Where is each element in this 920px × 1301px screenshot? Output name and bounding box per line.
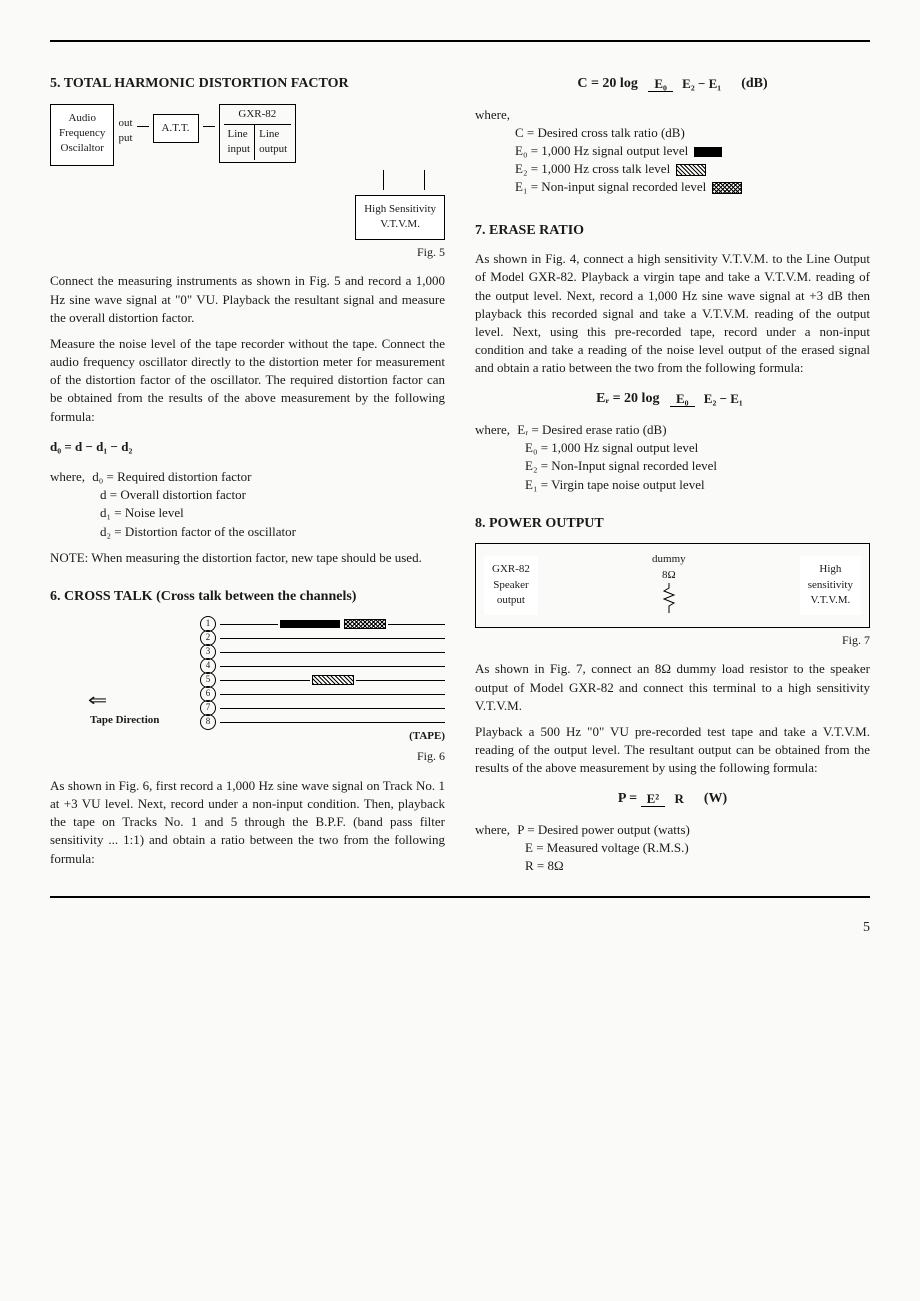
fig5-gxr-label: GXR-82 bbox=[224, 107, 292, 125]
s8-where-2: R = 8Ω bbox=[525, 857, 870, 875]
s7-where-3: E₁ = Virgin tape noise output level bbox=[525, 476, 870, 494]
fig5-out-label: output bbox=[118, 104, 132, 147]
page-columns: 5. TOTAL HARMONIC DISTORTION FACTOR Audi… bbox=[50, 40, 870, 876]
p-formula-unit: (W) bbox=[704, 791, 727, 806]
s7-para1: As shown in Fig. 4, connect a high sensi… bbox=[475, 250, 870, 377]
s7-where-1: E₀ = 1,000 Hz signal output level bbox=[525, 439, 870, 457]
where-label: where, bbox=[475, 422, 510, 437]
fig5-vtvm-block: High SensitivityV.T.V.M. bbox=[355, 195, 445, 240]
page-number: 5 bbox=[50, 918, 870, 938]
figure-5: AudioFrequencyOscilaltor output A.T.T. G… bbox=[50, 104, 445, 261]
s8-where-1: E = Measured voltage (R.M.S.) bbox=[525, 839, 870, 857]
c-formula-num: E₀ bbox=[648, 76, 673, 92]
s5-formula: d₀ = d − d₁ − d₂ bbox=[50, 438, 445, 456]
s5-where: where, d₀ = Required distortion factor d… bbox=[50, 468, 445, 541]
c-where-3: E₁ = Non-input signal recorded level bbox=[515, 178, 870, 196]
s7-where-2: E₂ = Non-Input signal recorded level bbox=[525, 457, 870, 475]
c-formula-unit: (dB) bbox=[741, 76, 767, 91]
s5-where-2: d₁ = Noise level bbox=[100, 504, 445, 522]
c-where-1: E₀ = 1,000 Hz signal output level bbox=[515, 142, 870, 160]
legend-cross-icon bbox=[712, 182, 742, 194]
where-label: where, bbox=[50, 469, 85, 484]
fig5-gxr-block: GXR-82 Lineinput Lineoutput bbox=[219, 104, 297, 163]
p-formula-num: E² bbox=[641, 791, 666, 807]
p-formula: P = E² R (W) bbox=[475, 789, 870, 809]
p-formula-lhs: P = bbox=[618, 791, 637, 806]
where-label: where, bbox=[475, 822, 510, 837]
s8-where: where, P = Desired power output (watts) … bbox=[475, 821, 870, 876]
section-7-title: 7. ERASE RATIO bbox=[475, 221, 870, 241]
s7-where: where, Eᵣ = Desired erase ratio (dB) E₀ … bbox=[475, 421, 870, 494]
s8-where-0: P = Desired power output (watts) bbox=[517, 822, 690, 837]
legend-solid-icon bbox=[694, 147, 722, 157]
er-formula-den: E₂ − E₁ bbox=[698, 391, 749, 406]
fig5-line-output: Lineoutput bbox=[254, 125, 291, 160]
c-where-2: E₂ = 1,000 Hz cross talk level bbox=[515, 160, 870, 178]
figure-6: 1 2 3 4 ⇐ Tape Direction 5 6 7 8 (TAPE) bbox=[50, 617, 445, 765]
fig5-oscillator-block: AudioFrequencyOscilaltor bbox=[50, 104, 114, 166]
bottom-rule bbox=[50, 896, 870, 898]
tape-label: (TAPE) bbox=[200, 729, 445, 744]
figure-7: GXR-82Speakeroutput dummy 8Ω Highsensiti… bbox=[475, 543, 870, 648]
s5-para1: Connect the measuring instruments as sho… bbox=[50, 272, 445, 327]
fig7-caption: Fig. 7 bbox=[475, 632, 870, 649]
section-6-title: 6. CROSS TALK (Cross talk between the ch… bbox=[50, 587, 445, 607]
c-formula-lhs: C = 20 log bbox=[577, 76, 637, 91]
s5-where-1: d = Overall distortion factor bbox=[100, 486, 445, 504]
right-column: C = 20 log E₀ E₂ − E₁ (dB) where, C = De… bbox=[475, 62, 870, 876]
er-formula-num: E₀ bbox=[670, 391, 695, 407]
section-5-title: 5. TOTAL HARMONIC DISTORTION FACTOR bbox=[50, 74, 445, 94]
fig5-att-block: A.T.T. bbox=[153, 114, 199, 143]
s5-where-0: d₀ = Required distortion factor bbox=[92, 469, 251, 484]
c-where-label: where, bbox=[475, 106, 870, 124]
fig5-line-input: Lineinput bbox=[224, 125, 255, 160]
tape-arrow-icon: ⇐ bbox=[88, 688, 108, 713]
fig7-dummy-label: dummy bbox=[548, 552, 790, 567]
c-formula: C = 20 log E₀ E₂ − E₁ (dB) bbox=[475, 74, 870, 94]
s5-where-3: d₂ = Distortion factor of the oscillator bbox=[100, 523, 445, 541]
er-formula-lhs: Eᵣ = 20 log bbox=[596, 391, 659, 406]
c-formula-den: E₂ − E₁ bbox=[676, 76, 727, 91]
c-where-0: C = Desired cross talk ratio (dB) bbox=[515, 124, 870, 142]
legend-hatch-icon bbox=[676, 164, 706, 176]
p-formula-den: R bbox=[668, 791, 689, 806]
resistor-icon bbox=[654, 583, 684, 613]
s8-para2: Playback a 500 Hz "0" VU pre-recorded te… bbox=[475, 723, 870, 778]
er-formula: Eᵣ = 20 log E₀ E₂ − E₁ bbox=[475, 389, 870, 409]
s8-para1: As shown in Fig. 7, connect an 8Ω dummy … bbox=[475, 660, 870, 715]
fig7-speaker-block: GXR-82Speakeroutput bbox=[484, 556, 538, 614]
s6-para1: As shown in Fig. 6, first record a 1,000… bbox=[50, 777, 445, 868]
fig6-caption: Fig. 6 bbox=[90, 748, 445, 765]
tape-direction-label: Tape Direction bbox=[90, 714, 159, 726]
track-num: 8 bbox=[200, 714, 216, 730]
fig7-ohm-label: 8Ω bbox=[548, 568, 790, 583]
left-column: 5. TOTAL HARMONIC DISTORTION FACTOR Audi… bbox=[50, 62, 445, 876]
fig5-caption: Fig. 5 bbox=[50, 244, 445, 261]
fig7-vtvm-block: HighsensitivityV.T.V.M. bbox=[800, 556, 861, 614]
s5-para2: Measure the noise level of the tape reco… bbox=[50, 335, 445, 426]
s7-where-0: Eᵣ = Desired erase ratio (dB) bbox=[517, 422, 666, 437]
section-8-title: 8. POWER OUTPUT bbox=[475, 514, 870, 534]
s5-note: NOTE: When measuring the distortion fact… bbox=[50, 549, 445, 567]
